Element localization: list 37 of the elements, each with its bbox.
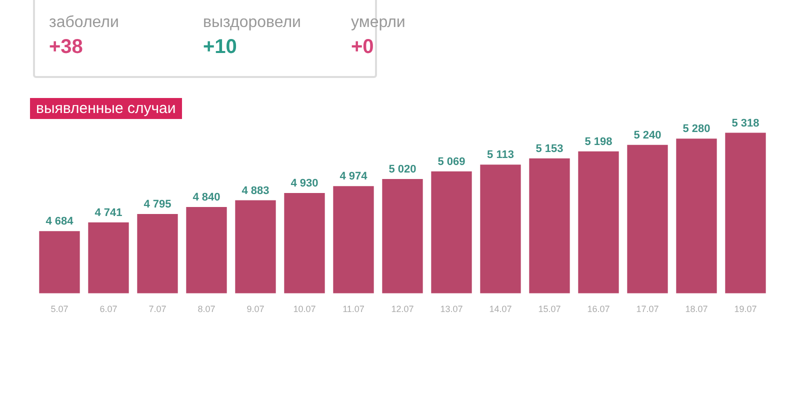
- x-tick-label: 11.07: [342, 304, 364, 314]
- text: +38: [49, 36, 84, 59]
- x-tick-label: 12.07: [391, 304, 414, 314]
- x-tick-label: 13.07: [440, 304, 463, 314]
- data-label: 4 974: [340, 170, 368, 183]
- data-label: 5 198: [584, 136, 612, 148]
- data-label: 5 113: [487, 149, 514, 162]
- chart-title: выявленные случаи: [30, 98, 182, 119]
- x-tick-label: 14.07: [489, 304, 512, 314]
- data-label: 4 883: [242, 184, 270, 197]
- text: +10: [203, 36, 238, 59]
- x-tick-label: 10.07: [293, 304, 316, 314]
- x-tick-label: 6.07: [100, 304, 118, 314]
- text: умерли: [351, 14, 406, 32]
- x-tick-label: 7.07: [148, 304, 166, 314]
- text: +0: [351, 36, 375, 59]
- data-label: 5 153: [536, 142, 564, 155]
- data-label: 5 240: [634, 129, 662, 142]
- data-label: 5 280: [682, 123, 710, 136]
- data-label: 4 741: [94, 206, 122, 219]
- data-label: 5 318: [732, 117, 760, 130]
- x-tick-label: 19.07: [734, 304, 757, 314]
- x-tick-label: 18.07: [685, 304, 708, 314]
- data-label: 4 795: [144, 198, 172, 210]
- data-label: 5 020: [388, 164, 416, 176]
- data-label: 4 684: [46, 216, 74, 228]
- data-label: 5 069: [438, 156, 466, 168]
- x-tick-label: 16.07: [587, 304, 610, 314]
- x-tick-label: 9.07: [246, 304, 264, 314]
- x-tick-label: 5.07: [50, 304, 68, 314]
- data-label: 4 930: [290, 178, 318, 190]
- x-tick-label: 15.07: [538, 304, 561, 314]
- text: выздоровели: [203, 14, 301, 32]
- data-label: 4 840: [192, 191, 220, 204]
- x-tick-label: 17.07: [636, 304, 659, 314]
- text: заболели: [49, 14, 119, 32]
- x-tick-label: 8.07: [198, 304, 216, 314]
